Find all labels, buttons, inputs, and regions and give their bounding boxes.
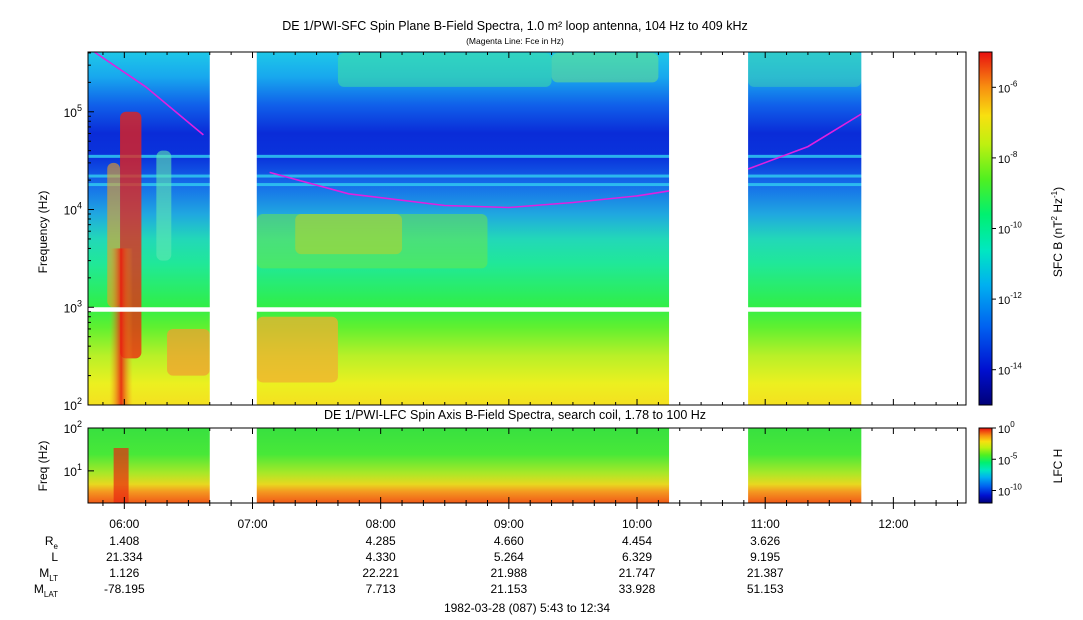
ephemeris-row-label: L — [51, 550, 58, 564]
sfc-cbar-tick-label: 10-14 — [998, 362, 1022, 378]
emission-patch — [551, 52, 659, 83]
sfc-cbar-tick-label: 10-8 — [998, 150, 1018, 166]
lfc-title: DE 1/PWI-LFC Spin Axis B-Field Spectra, … — [324, 408, 706, 422]
lfc-burst — [113, 448, 129, 503]
ephemeris-value: 4.330 — [366, 550, 396, 564]
sfc-ytick-label: 103 — [64, 298, 82, 315]
lfc-colorbar-label: LFC H — [1051, 449, 1065, 484]
data-gap — [861, 428, 966, 503]
ephemeris-row-label: MLAT — [34, 582, 58, 599]
data-gap — [861, 52, 966, 405]
ephemeris-value: 21.153 — [490, 582, 527, 596]
ephemeris-value: 21.988 — [490, 566, 527, 580]
ephemeris-value: 6.329 — [622, 550, 652, 564]
footer-date-range: 1982-03-28 (087) 5:43 to 12:34 — [444, 601, 610, 615]
emission-patch — [167, 328, 210, 376]
data-gap — [669, 52, 749, 405]
xtick-label: 09:00 — [494, 517, 524, 531]
emission-patch — [748, 52, 862, 87]
ephemeris-table: Re 1.408 4.285 4.660 4.454 3.626 L 21.334 4.330 5… — [34, 534, 784, 599]
ephemeris-value: 1.408 — [109, 534, 139, 548]
data-gap — [209, 428, 257, 503]
interference-line — [88, 174, 966, 178]
ephemeris-value: 22.221 — [362, 566, 399, 580]
xtick-label: 07:00 — [237, 517, 267, 531]
lfc-colorbar — [978, 427, 993, 504]
sfc-cbar-tick-label: 10-10 — [998, 221, 1022, 237]
xtick-label: 08:00 — [366, 517, 396, 531]
lfc-ytick-label: 102 — [64, 419, 82, 436]
sfc-subtitle: (Magenta Line: Fce in Hz) — [466, 36, 564, 46]
ephemeris-row-label: Re — [45, 534, 59, 551]
interference-line — [88, 183, 966, 187]
interference-line — [88, 154, 966, 158]
sfc-cbar-tick-label: 10-6 — [998, 79, 1018, 95]
xtick-label: 12:00 — [878, 517, 908, 531]
ephemeris-value: 9.195 — [750, 550, 780, 564]
fce-line-segment — [747, 113, 862, 170]
sfc-ytick-label: 102 — [64, 396, 82, 413]
emission-patch — [156, 150, 172, 261]
ephemeris-value: 1.126 — [109, 566, 139, 580]
sfc-ytick-label: 105 — [64, 103, 82, 120]
lfc-cbar-tick-label: 10-5 — [998, 451, 1018, 467]
lfc-cbar-tick-label: 10-10 — [998, 483, 1022, 499]
sfc-plot-frame — [87, 51, 967, 406]
lfc-ytick-label: 101 — [64, 462, 82, 479]
ephemeris-value: 21.334 — [106, 550, 143, 564]
ephemeris-value: 21.387 — [747, 566, 784, 580]
ephemeris-value: 4.454 — [622, 534, 652, 548]
band-gap — [88, 307, 966, 312]
xtick-label: 10:00 — [622, 517, 652, 531]
sfc-cbar-tick-label: 10-12 — [998, 291, 1022, 307]
auroral-emission — [109, 248, 133, 405]
fce-line-segment — [93, 51, 204, 136]
emission-patch — [256, 316, 338, 383]
xtick-label: 11:00 — [751, 517, 780, 531]
emission-patch — [337, 52, 552, 87]
lfc-ylabel: Freq (Hz) — [36, 441, 50, 492]
ephemeris-value: -78.195 — [104, 582, 145, 596]
sfc-title: DE 1/PWI-SFC Spin Plane B-Field Spectra,… — [282, 19, 748, 33]
data-gap — [209, 52, 257, 405]
lfc-spectrogram — [88, 428, 966, 503]
fce-line-segment — [269, 171, 670, 209]
fce-line — [93, 51, 862, 209]
emission-patch — [256, 213, 488, 269]
sfc-colorbar-label: SFC B (nT2 Hz-1) — [1050, 187, 1065, 277]
sfc-colorbar — [978, 51, 993, 406]
sfc-spectrogram — [88, 52, 966, 405]
ephemeris-value: 21.747 — [619, 566, 656, 580]
data-gap — [669, 428, 749, 503]
ephemeris-value: 3.626 — [750, 534, 780, 548]
ephemeris-row-label: MLT — [39, 566, 58, 583]
lfc-plot-frame — [87, 427, 967, 504]
ephemeris-value: 51.153 — [747, 582, 784, 596]
ephemeris-value: 4.660 — [494, 534, 524, 548]
lfc-cbar-tick-label: 100 — [998, 420, 1015, 436]
ephemeris-value: 33.928 — [619, 582, 656, 596]
sfc-ytick-label: 104 — [64, 201, 82, 218]
sfc-ylabel: Frequency (Hz) — [36, 191, 50, 274]
ephemeris-value: 4.285 — [366, 534, 396, 548]
ephemeris-value: 7.713 — [366, 582, 396, 596]
ephemeris-value: 5.264 — [494, 550, 524, 564]
xtick-label: 06:00 — [109, 517, 139, 531]
